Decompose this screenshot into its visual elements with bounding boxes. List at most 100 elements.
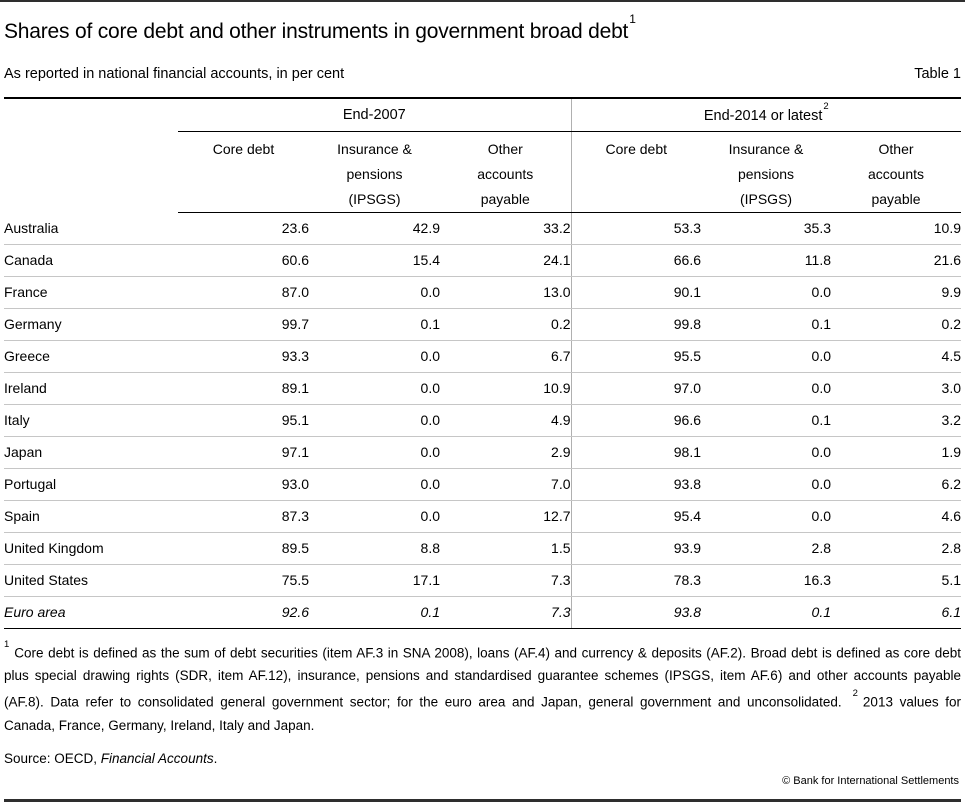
country-label: Greece: [4, 340, 178, 373]
cell-2007-ipsgs: 0.0: [309, 404, 440, 437]
cell-2014-core: 98.1: [570, 436, 702, 469]
cell-2014-core: 96.6: [570, 404, 702, 437]
cell-2007-core: 60.6: [178, 244, 309, 277]
country-label: United Kingdom: [4, 532, 178, 565]
cell-2014-other: 3.0: [831, 372, 962, 405]
cell-2007-core: 92.6: [178, 596, 309, 629]
cell-2007-ipsgs: 0.1: [309, 308, 440, 341]
cell-2014-core: 53.3: [570, 212, 702, 245]
cell-2007-ipsgs: 0.0: [309, 372, 440, 405]
cell-2014-core: 93.8: [570, 468, 702, 501]
table-row-japan: Japan 97.1 0.0 2.9 98.1 0.0 1.9: [4, 436, 962, 469]
country-label: Euro area: [4, 596, 178, 629]
col-header-2007-core-debt: Core debt: [178, 131, 309, 213]
cell-2007-core: 95.1: [178, 404, 309, 437]
cell-2007-other: 33.2: [440, 212, 572, 245]
cell-2007-ipsgs: 0.0: [309, 276, 440, 309]
col-header-2014-core-debt: Core debt: [570, 131, 702, 213]
cell-2014-ipsgs: 0.1: [701, 404, 832, 437]
cell-2014-core: 78.3: [570, 564, 702, 597]
table-row-france: France 87.0 0.0 13.0 90.1 0.0 9.9: [4, 276, 962, 309]
cell-2014-other: 6.1: [831, 596, 962, 629]
col-header-2007-insurance-pensions: Insurance & pensions (IPSGS): [309, 131, 440, 213]
cell-2007-ipsgs: 42.9: [309, 212, 440, 245]
cell-2007-other: 7.0: [440, 468, 572, 501]
table-row-united-kingdom: United Kingdom 89.5 8.8 1.5 93.9 2.8 2.8: [4, 532, 962, 565]
cell-2014-ipsgs: 0.0: [701, 500, 832, 533]
corner-cell: [4, 97, 178, 131]
cell-2007-ipsgs: 15.4: [309, 244, 440, 277]
cell-2014-core: 95.4: [570, 500, 702, 533]
cell-2007-core: 23.6: [178, 212, 309, 245]
country-label: Portugal: [4, 468, 178, 501]
debt-shares-table: End-2007 End-2014 or latest2 Core debt I…: [4, 97, 962, 629]
cell-2014-core: 93.8: [570, 596, 702, 629]
table-row-united-states: United States 75.5 17.1 7.3 78.3 16.3 5.…: [4, 564, 962, 597]
cell-2007-core: 87.3: [178, 500, 309, 533]
group-header-end-2007: End-2007: [178, 97, 572, 132]
cell-2014-core: 66.6: [570, 244, 702, 277]
page-title-text: Shares of core debt and other instrument…: [4, 20, 629, 43]
country-label: Italy: [4, 404, 178, 437]
cell-2007-other: 10.9: [440, 372, 572, 405]
cell-2007-ipsgs: 17.1: [309, 564, 440, 597]
cell-2014-core: 90.1: [570, 276, 702, 309]
cell-2014-ipsgs: 2.8: [701, 532, 832, 565]
table-number-label: Table 1: [914, 66, 961, 82]
footnote-2-text: 2013 values for Canada, France, Germany,…: [4, 694, 961, 733]
cell-2007-core: 97.1: [178, 436, 309, 469]
table-row-greece: Greece 93.3 0.0 6.7 95.5 0.0 4.5: [4, 340, 962, 373]
cell-2007-other: 0.2: [440, 308, 572, 341]
country-label: Australia: [4, 212, 178, 245]
table-row-italy: Italy 95.1 0.0 4.9 96.6 0.1 3.2: [4, 404, 962, 437]
cell-2007-other: 6.7: [440, 340, 572, 373]
cell-2007-other: 4.9: [440, 404, 572, 437]
subtitle-row: As reported in national financial accoun…: [4, 66, 961, 82]
cell-2014-other: 1.9: [831, 436, 962, 469]
corner-cell: [4, 131, 178, 212]
bottom-rule: [4, 799, 961, 802]
cell-2014-ipsgs: 16.3: [701, 564, 832, 597]
cell-2014-core: 95.5: [570, 340, 702, 373]
subtitle: As reported in national financial accoun…: [4, 66, 345, 82]
country-label: Ireland: [4, 372, 178, 405]
group-header-end-2014: End-2014 or latest2: [570, 97, 962, 132]
cell-2014-ipsgs: 0.0: [701, 436, 832, 469]
cell-2014-core: 93.9: [570, 532, 702, 565]
source-prefix: Source: OECD,: [4, 750, 101, 766]
cell-2014-ipsgs: 0.0: [701, 276, 832, 309]
group-header-end-2014-label: End-2014 or latest: [703, 107, 823, 124]
cell-2007-core: 75.5: [178, 564, 309, 597]
table-row-germany: Germany 99.7 0.1 0.2 99.8 0.1 0.2: [4, 308, 962, 341]
col-header-2007-other-accounts: Other accounts payable: [440, 131, 572, 213]
cell-2007-other: 13.0: [440, 276, 572, 309]
cell-2014-ipsgs: 0.0: [701, 340, 832, 373]
cell-2014-core: 99.8: [570, 308, 702, 341]
cell-2007-core: 93.3: [178, 340, 309, 373]
footnote-1-marker: 1: [4, 638, 10, 650]
cell-2014-other: 2.8: [831, 532, 962, 565]
table-row-ireland: Ireland 89.1 0.0 10.9 97.0 0.0 3.0: [4, 372, 962, 405]
table-row-spain: Spain 87.3 0.0 12.7 95.4 0.0 4.6: [4, 500, 962, 533]
table-row-portugal: Portugal 93.0 0.0 7.0 93.8 0.0 6.2: [4, 468, 962, 501]
title-footnote-marker: 1: [629, 12, 636, 26]
cell-2014-core: 97.0: [570, 372, 702, 405]
cell-2007-ipsgs: 0.0: [309, 436, 440, 469]
copyright-notice: © Bank for International Settlements: [782, 774, 959, 787]
cell-2014-other: 21.6: [831, 244, 962, 277]
country-label: United States: [4, 564, 178, 597]
cell-2007-ipsgs: 0.0: [309, 340, 440, 373]
cell-2014-ipsgs: 0.0: [701, 468, 832, 501]
cell-2014-other: 4.6: [831, 500, 962, 533]
footnotes: 1Core debt is defined as the sum of debt…: [4, 638, 961, 737]
cell-2007-ipsgs: 0.0: [309, 500, 440, 533]
cell-2014-other: 0.2: [831, 308, 962, 341]
cell-2007-other: 7.3: [440, 596, 572, 629]
cell-2007-other: 12.7: [440, 500, 572, 533]
country-label: Spain: [4, 500, 178, 533]
cell-2014-ipsgs: 11.8: [701, 244, 832, 277]
cell-2014-other: 4.5: [831, 340, 962, 373]
cell-2007-ipsgs: 0.1: [309, 596, 440, 629]
cell-2007-core: 99.7: [178, 308, 309, 341]
